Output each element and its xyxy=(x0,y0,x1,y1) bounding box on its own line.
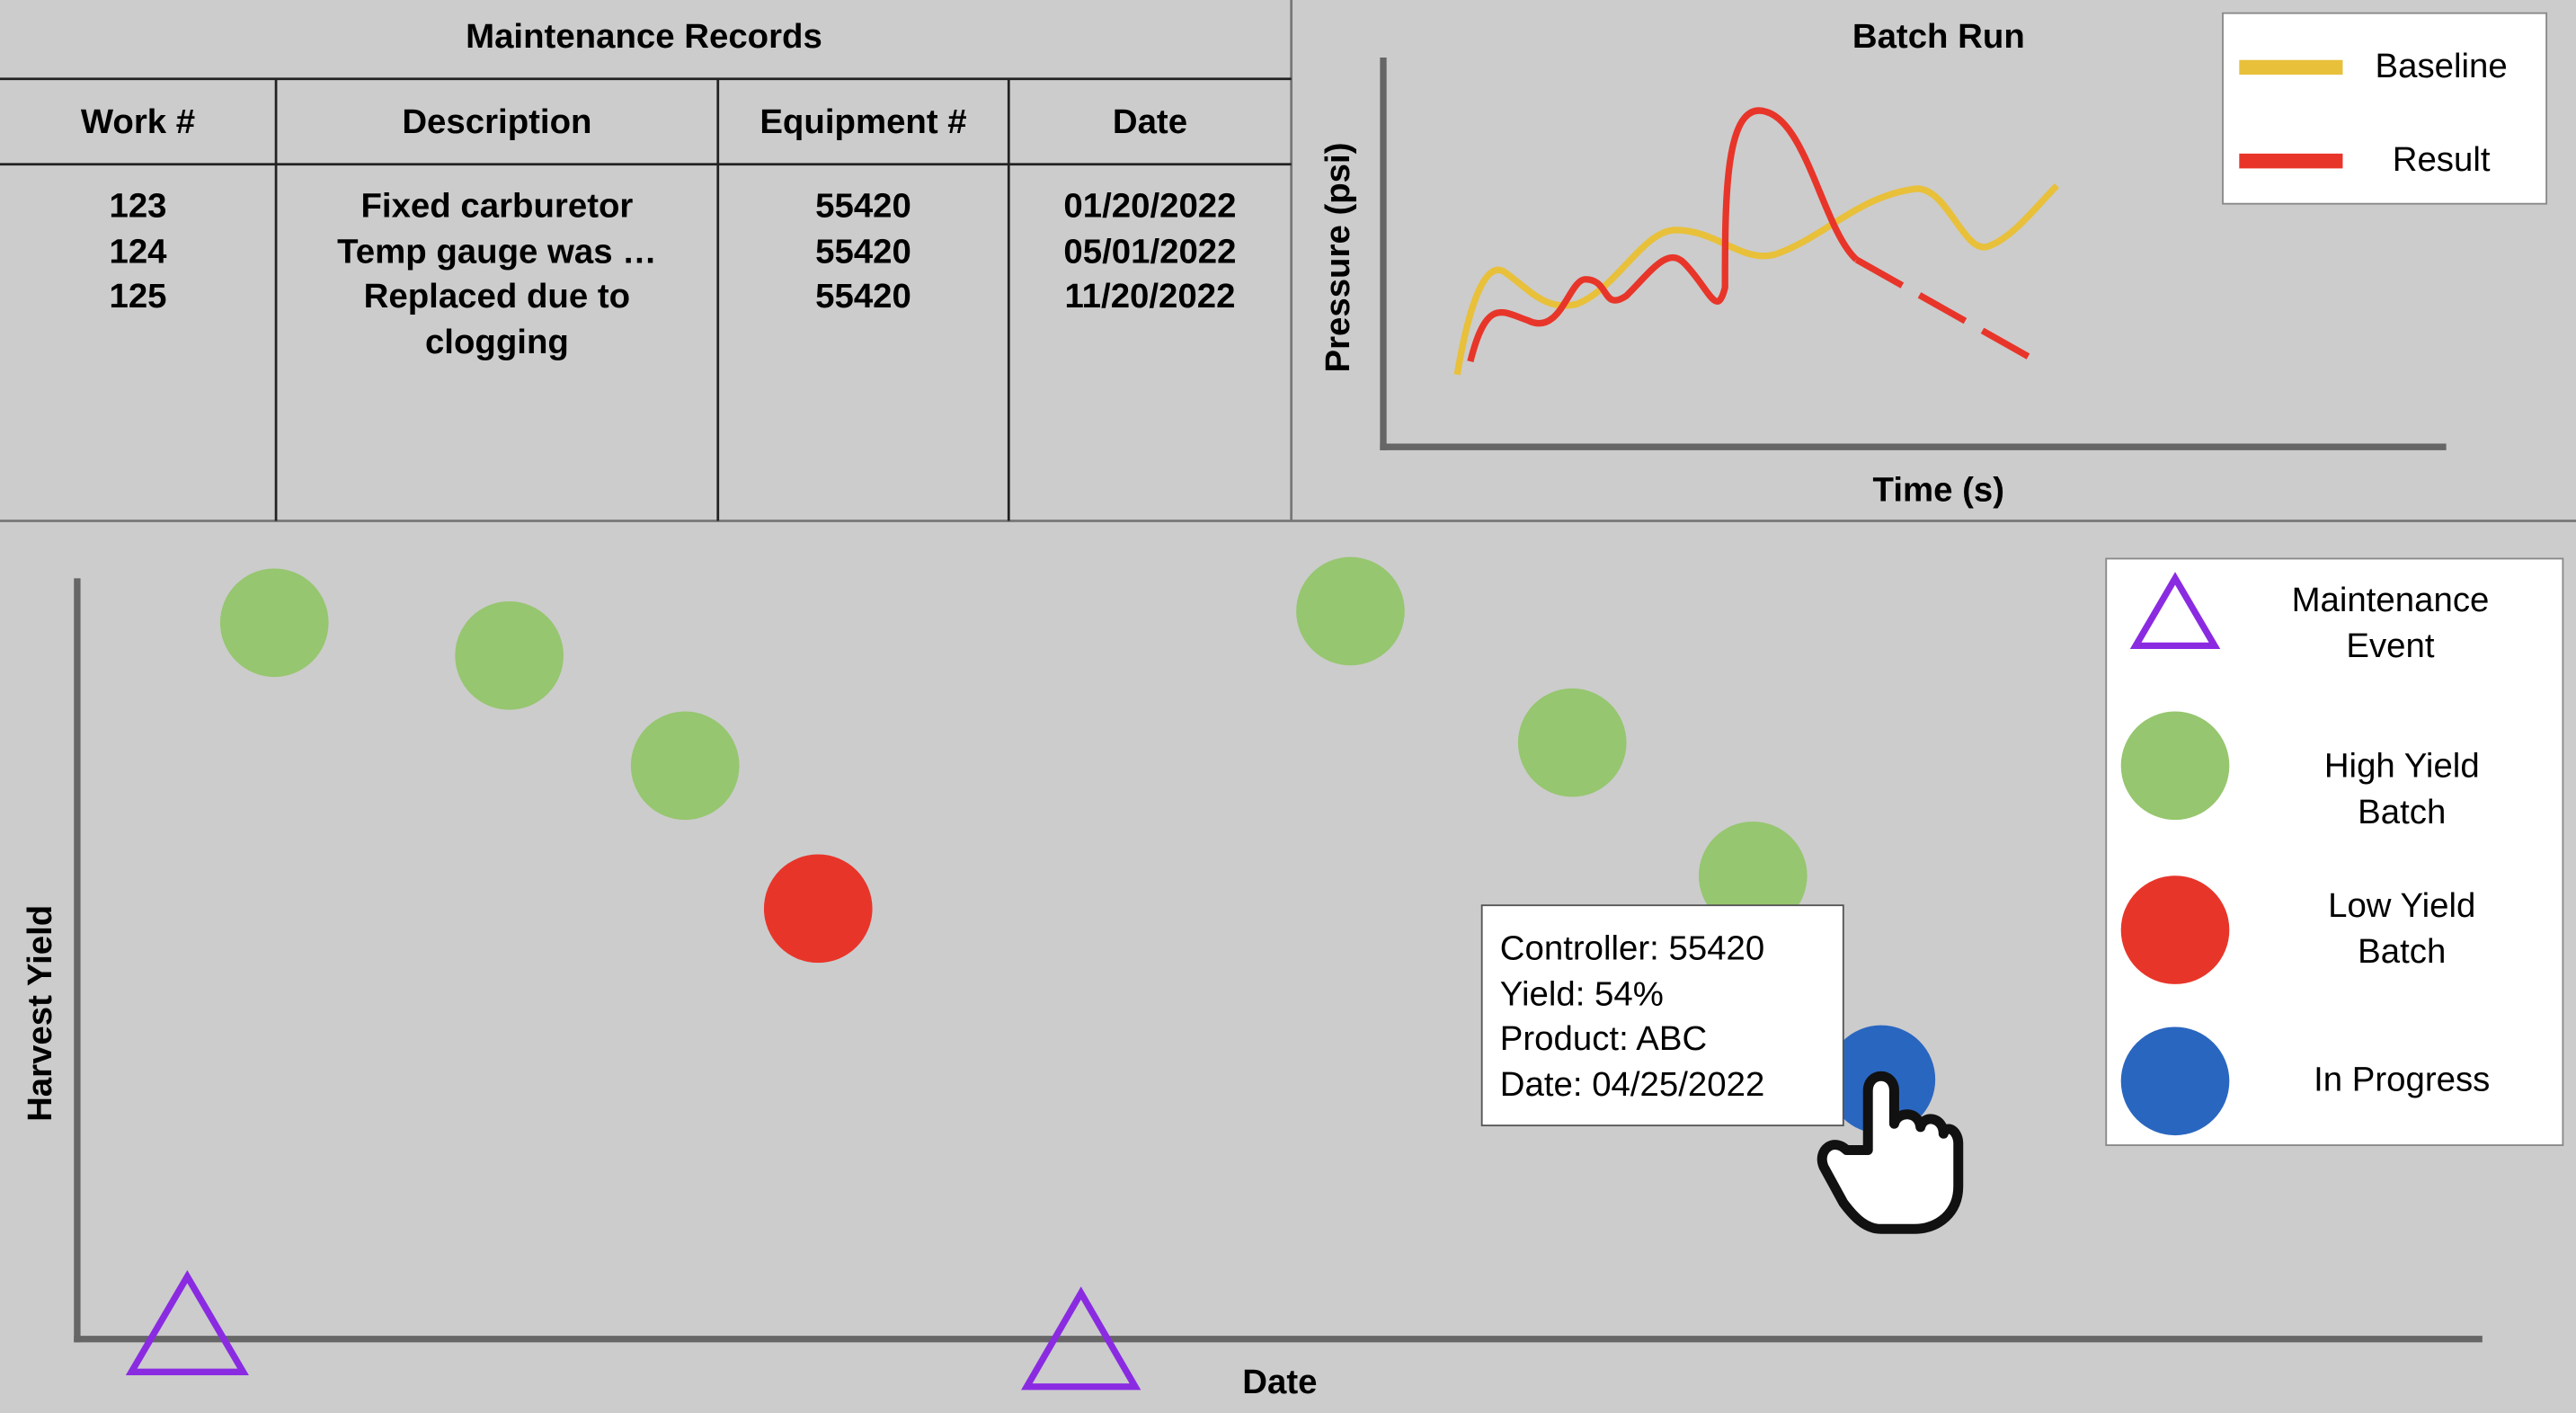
tooltip-line: Product: ABC xyxy=(1499,1020,1708,1059)
legend-symbol xyxy=(2120,711,2230,821)
batch-title: Batch Run xyxy=(1852,18,2025,57)
legend-label: Result xyxy=(2392,141,2491,180)
table-cell: Fixed carburetor xyxy=(360,187,634,226)
legend-symbol xyxy=(2120,1026,2230,1136)
x-axis-label: Date xyxy=(1242,1364,1318,1402)
y-axis-label: Pressure (psi) xyxy=(1319,142,1358,373)
tooltip-line: Controller: 55420 xyxy=(1499,929,1765,968)
batch-legend-box xyxy=(2222,12,2548,205)
table-cell: 55420 xyxy=(815,187,911,226)
legend-label: Baseline xyxy=(2375,48,2508,86)
x-axis-label: Time (s) xyxy=(1872,471,2005,510)
pointer-cursor xyxy=(1817,1071,1964,1234)
result-line xyxy=(1467,107,1860,363)
result-projection xyxy=(1854,256,2039,365)
y-axis-label: Harvest Yield xyxy=(22,904,60,1122)
legend-symbol xyxy=(2120,875,2230,984)
table-cell: Replaced due to clogging xyxy=(363,277,631,361)
baseline-line xyxy=(1453,182,2060,376)
table-cell: Temp gauge was … xyxy=(337,232,657,271)
high-yield-point[interactable] xyxy=(630,711,740,821)
table-title: Maintenance Records xyxy=(466,18,822,57)
column-header: Description xyxy=(402,103,592,142)
table-cell: 124 xyxy=(109,232,167,271)
column-header: Work # xyxy=(80,103,196,142)
column-header: Equipment # xyxy=(759,103,967,142)
high-yield-point[interactable] xyxy=(1698,821,1808,930)
high-yield-point[interactable] xyxy=(1517,688,1627,797)
high-yield-point[interactable] xyxy=(455,601,564,710)
table-column: 123 124 125 xyxy=(0,184,276,320)
column-header: Date xyxy=(1112,103,1188,142)
table-column: 55420 55420 55420 xyxy=(718,184,1009,320)
maintenance-event[interactable] xyxy=(1021,1286,1141,1391)
batch-axes xyxy=(1380,57,2447,450)
panel-borders xyxy=(0,0,2576,522)
table-cell: 01/20/2022 xyxy=(1063,187,1237,226)
table-cell: 123 xyxy=(109,187,167,226)
table-cell: 55420 xyxy=(815,232,911,271)
table-cell: 55420 xyxy=(815,277,911,315)
table-column: 01/20/2022 05/01/2022 11/20/2022 xyxy=(1008,184,1291,320)
table-cell: 11/20/2022 xyxy=(1064,277,1236,315)
legend-label: In Progress xyxy=(2314,1061,2491,1099)
tooltip-line: Yield: 54% xyxy=(1499,974,1664,1013)
legend-label: Maintenance Event xyxy=(2291,582,2490,665)
table-cell: 125 xyxy=(109,277,167,315)
batch-points xyxy=(219,556,1936,1134)
table-cell: 05/01/2022 xyxy=(1063,232,1237,271)
high-yield-point[interactable] xyxy=(219,568,329,678)
tooltip-box xyxy=(1480,904,1844,1127)
tooltip-line: Date: 04/25/2022 xyxy=(1499,1065,1765,1104)
low-yield-point[interactable] xyxy=(763,854,873,964)
table-lines xyxy=(0,77,1292,521)
harvest-axes xyxy=(74,578,2483,1343)
legend-symbol xyxy=(2129,572,2221,650)
maintenance-event[interactable] xyxy=(125,1270,249,1375)
table-column: Fixed carburetor Temp gauge was … Replaced… xyxy=(300,184,693,365)
legend-label: Low Yield Batch xyxy=(2328,887,2476,971)
tooltip: Controller: 55420 Yield: 54% Product: ABC D… xyxy=(1500,927,1837,1107)
legend-label: High Yield Batch xyxy=(2323,747,2480,831)
high-yield-point[interactable] xyxy=(1296,556,1405,666)
